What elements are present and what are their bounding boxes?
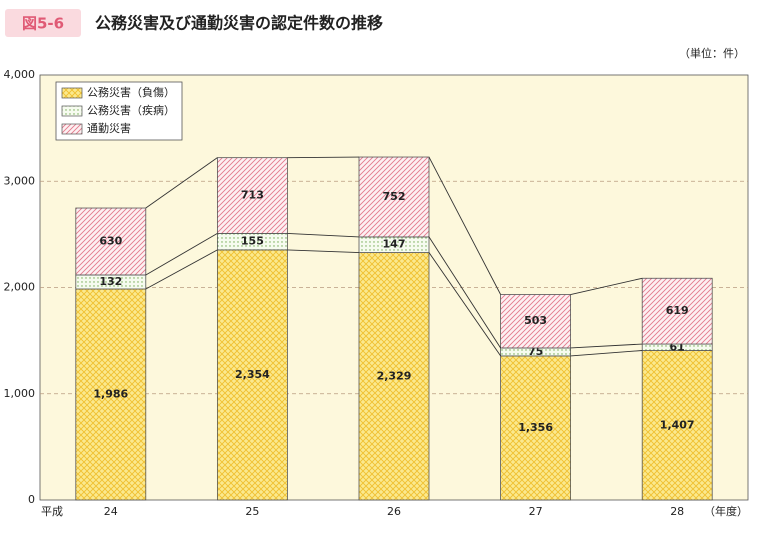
connector-line: [145, 249, 218, 290]
x-suffix: （年度）: [704, 504, 748, 518]
bar-segment: [641, 277, 713, 345]
bar-segment: [641, 350, 713, 501]
value-label: 1,986: [93, 387, 128, 400]
connector-line: [428, 156, 501, 295]
value-label: 2,329: [377, 369, 412, 382]
x-prefix: 平成: [41, 505, 63, 518]
y-tick-label: 4,000: [4, 68, 36, 81]
unit-label: （単位：件）: [679, 46, 745, 60]
value-label: 147: [383, 238, 406, 251]
value-label: 2,354: [235, 368, 270, 381]
connector-line: [287, 156, 360, 159]
x-tick-label: 26: [387, 505, 401, 518]
connector-line: [287, 249, 360, 253]
bar-segment: [75, 288, 147, 501]
value-label: 503: [524, 314, 547, 327]
value-label: 132: [99, 275, 122, 288]
connector-line: [145, 157, 218, 209]
bar-segment: [216, 157, 288, 234]
value-label: 630: [99, 234, 122, 247]
x-tick-label: 28: [670, 505, 684, 518]
bar-segment: [500, 294, 572, 349]
value-label: 1,407: [660, 418, 695, 431]
connector-line: [145, 233, 218, 276]
connector-line: [428, 252, 501, 357]
value-label: 619: [666, 304, 689, 317]
bar-segment: [358, 156, 430, 238]
connector-line: [287, 232, 360, 238]
bar-segment: [216, 249, 288, 501]
value-label: 713: [241, 189, 264, 202]
x-tick-label: 25: [245, 505, 259, 518]
figure-tag: [5, 9, 81, 37]
legend-label: 公務災害（負傷）: [87, 85, 175, 99]
x-tick-label: 27: [529, 505, 543, 518]
connector-line: [428, 236, 501, 349]
x-tick-label: 24: [104, 505, 118, 518]
y-tick-label: 2,000: [4, 281, 36, 294]
y-tick-label: 0: [28, 493, 35, 506]
y-tick-label: 1,000: [4, 387, 36, 400]
connector-line: [570, 343, 643, 349]
value-label: 752: [383, 190, 406, 203]
connector-line: [570, 277, 643, 295]
value-label: 1,356: [518, 421, 553, 434]
y-tick-label: 3,000: [4, 174, 36, 187]
figure-label: 図5-6: [22, 15, 64, 33]
value-label: 155: [241, 235, 264, 248]
legend-swatch: [61, 87, 83, 99]
bar-segment: [75, 207, 147, 276]
legend-label: 公務災害（疾病）: [87, 103, 175, 117]
bar-segment: [358, 252, 430, 501]
legend-label: 通勤災害: [87, 121, 131, 135]
connector-line: [570, 350, 643, 357]
chart-title: 公務災害及び通勤災害の認定件数の推移: [95, 14, 383, 33]
legend-swatch: [61, 105, 83, 117]
legend-swatch: [61, 123, 83, 135]
